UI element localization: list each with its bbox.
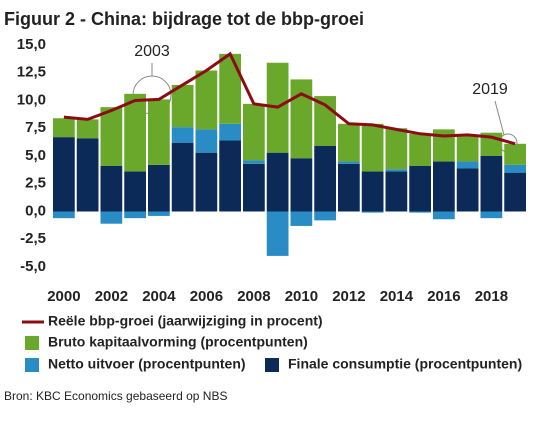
bar-segment: [338, 161, 360, 164]
bar-segment: [124, 93, 146, 172]
bar-segment: [124, 211, 146, 219]
x-tick-label: 2004: [142, 288, 176, 305]
x-tick-label: 2016: [427, 288, 460, 305]
bar-segment: [361, 123, 384, 172]
bar-segment: [385, 128, 408, 170]
bar-segment: [148, 164, 170, 212]
bar-segment: [409, 165, 431, 212]
bar-segment: [53, 137, 75, 212]
x-tick-label: 2000: [47, 288, 80, 305]
bar-segment: [219, 140, 241, 212]
bar-segment: [219, 123, 241, 141]
x-tick-label: 2018: [475, 288, 508, 305]
x-tick-label: 2002: [95, 288, 128, 305]
legend-swatch: [25, 336, 39, 350]
bar-segment: [76, 119, 99, 139]
y-tick-label: 15,0: [17, 36, 46, 53]
y-tick-label: 5,0: [25, 147, 46, 164]
x-tick-label: 2012: [332, 288, 365, 305]
bar-segment: [314, 211, 336, 221]
bar-segment: [456, 134, 479, 162]
bar-segment: [100, 211, 123, 224]
bar-segment: [53, 118, 75, 138]
bar-segment: [385, 169, 408, 172]
bar-segment: [266, 211, 289, 256]
bar-segment: [361, 171, 384, 212]
bar-segment: [148, 99, 170, 165]
bar-segment: [100, 165, 123, 212]
y-tick-label: 12,5: [17, 64, 46, 81]
x-tick-label: 2010: [285, 288, 318, 305]
bar-segment: [433, 161, 455, 212]
bar-segment: [504, 164, 526, 173]
legend-swatch: [25, 358, 39, 372]
line: [63, 51, 516, 146]
bar-segment: [409, 211, 431, 213]
bar-segment: [243, 160, 265, 164]
x-tick-label: 2006: [190, 288, 223, 305]
y-tick-label: 7,5: [25, 119, 46, 136]
annotation: 2019: [472, 81, 508, 98]
bar-segment: [171, 127, 194, 143]
bar-segment: [195, 129, 218, 153]
bar-segment: [290, 211, 313, 226]
bar-segment: [480, 211, 503, 219]
chart-title: Figuur 2 - China: bijdrage tot de bbp-gr…: [4, 9, 364, 29]
bar-segment: [433, 211, 455, 220]
bar-segment: [195, 70, 218, 130]
bar-segment: [361, 211, 384, 213]
x-tick-label: 2014: [380, 288, 414, 305]
bar-segment: [338, 163, 360, 212]
legend-label: Reële bbp-groei (jaarwijziging in procen…: [48, 313, 323, 329]
annotation: 2003: [134, 43, 170, 60]
legend-label: Bruto kapitaalvorming (procentpunten): [48, 334, 308, 350]
bar-segment: [433, 129, 455, 162]
legend-label: Finale consumptie (procentpunten): [288, 356, 522, 372]
bar-segment: [456, 168, 479, 212]
bar-segment: [266, 152, 289, 212]
annotation-line: [494, 100, 505, 136]
legend-swatch: [265, 358, 279, 372]
bar-segment: [124, 171, 146, 212]
x-tick-label: 2008: [237, 288, 270, 305]
bar-segment: [243, 163, 265, 212]
bar-segment: [171, 84, 194, 128]
y-tick-label: 10,0: [17, 91, 46, 108]
bar-segment: [243, 103, 265, 161]
bar-segment: [219, 53, 241, 124]
bar-segment: [195, 152, 218, 212]
bar-segment: [314, 146, 336, 212]
y-tick-label: 2,5: [25, 175, 46, 192]
y-tick-label: 0,0: [25, 202, 46, 219]
bar-segment: [409, 133, 431, 166]
source: Bron: KBC Economics gebaseerd op NBS: [4, 389, 227, 403]
bar-segment: [385, 171, 408, 212]
bar-segment: [171, 142, 194, 212]
bar-segment: [290, 79, 313, 159]
bar-segment: [504, 143, 526, 165]
y-tick-label: -5,0: [20, 258, 46, 275]
bar-segment: [504, 172, 526, 212]
bar-segment: [53, 211, 75, 219]
bar-segment: [100, 107, 123, 166]
bar-segment: [480, 156, 503, 212]
bar-segment: [290, 158, 313, 212]
bar-segment: [76, 138, 99, 212]
legend-label: Netto uitvoer (procentpunten): [48, 356, 246, 372]
bar-segment: [456, 161, 479, 169]
y-tick-label: -2,5: [20, 230, 46, 247]
bar-segment: [338, 123, 360, 162]
bar-segment: [148, 211, 170, 216]
